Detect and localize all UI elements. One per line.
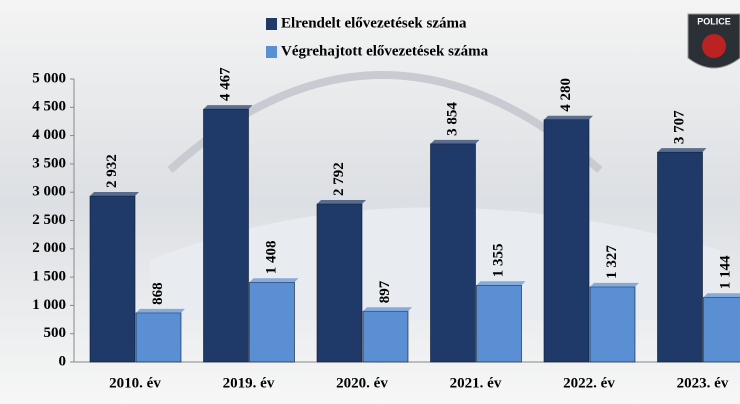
x-tick-label: 2022. év	[563, 375, 615, 391]
data-label: 1 327	[604, 245, 620, 279]
data-label: 897	[377, 280, 393, 303]
data-label: 1 144	[717, 255, 733, 289]
data-label: 868	[150, 282, 166, 305]
bar-top	[317, 199, 366, 204]
legend-swatch	[266, 46, 277, 58]
data-label: 3 707	[671, 110, 687, 144]
bar-top	[430, 139, 480, 144]
y-tick-label: 3 000	[32, 184, 66, 200]
bar-top	[590, 282, 639, 287]
bar	[476, 285, 522, 363]
bar	[589, 286, 636, 363]
bar	[543, 119, 590, 363]
bar	[249, 282, 295, 363]
bar-top	[703, 293, 740, 298]
bar	[362, 310, 409, 363]
bar	[316, 203, 363, 363]
data-label: 1 355	[490, 244, 506, 278]
y-tick-label: 2 000	[32, 240, 66, 256]
y-tick-label: 4 000	[32, 127, 66, 143]
bar	[203, 108, 249, 363]
x-tick-label: 2019. év	[223, 375, 275, 391]
bar-top	[657, 148, 707, 153]
data-label: 2 792	[331, 162, 347, 196]
x-tick-label: 2010. év	[109, 375, 161, 391]
y-tick-label: 1 000	[32, 297, 66, 313]
data-label: 4 467	[217, 67, 233, 101]
y-tick-label: 500	[44, 325, 67, 341]
data-label: 4 280	[558, 78, 574, 112]
x-tick-label: 2020. év	[336, 375, 388, 391]
bar-top	[203, 105, 253, 110]
y-tick-label: 1 500	[32, 269, 66, 285]
data-label: 2 932	[104, 154, 120, 188]
bar	[703, 296, 740, 363]
x-tick-label: 2023. év	[677, 375, 729, 391]
legend-label: Elrendelt elővezetések száma	[281, 15, 467, 31]
svg-text:POLICE: POLICE	[697, 16, 731, 26]
y-tick-label: 5 000	[32, 70, 66, 86]
bar-top	[136, 308, 185, 313]
legend-label: Végrehajtott elővezetések száma	[281, 43, 489, 59]
x-tick-label: 2021. év	[450, 375, 502, 391]
bar-top	[249, 278, 299, 283]
bar-top	[363, 307, 412, 312]
data-label: 1 408	[263, 241, 279, 275]
y-tick-label: 4 500	[32, 99, 66, 115]
bar-top	[476, 281, 526, 286]
bar	[657, 151, 703, 363]
bar-top	[544, 115, 593, 120]
y-tick-label: 2 500	[32, 212, 66, 228]
bar	[430, 143, 476, 363]
legend-swatch	[266, 18, 277, 30]
data-label: 3 854	[444, 102, 460, 136]
police-badge: POLICE	[687, 13, 740, 69]
bar	[89, 195, 136, 363]
y-tick-label: 3 500	[32, 155, 66, 171]
bar	[135, 312, 182, 363]
bar-top	[90, 192, 139, 197]
y-tick-label: 0	[59, 353, 67, 369]
